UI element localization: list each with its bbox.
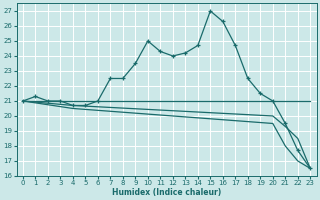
X-axis label: Humidex (Indice chaleur): Humidex (Indice chaleur) — [112, 188, 221, 197]
